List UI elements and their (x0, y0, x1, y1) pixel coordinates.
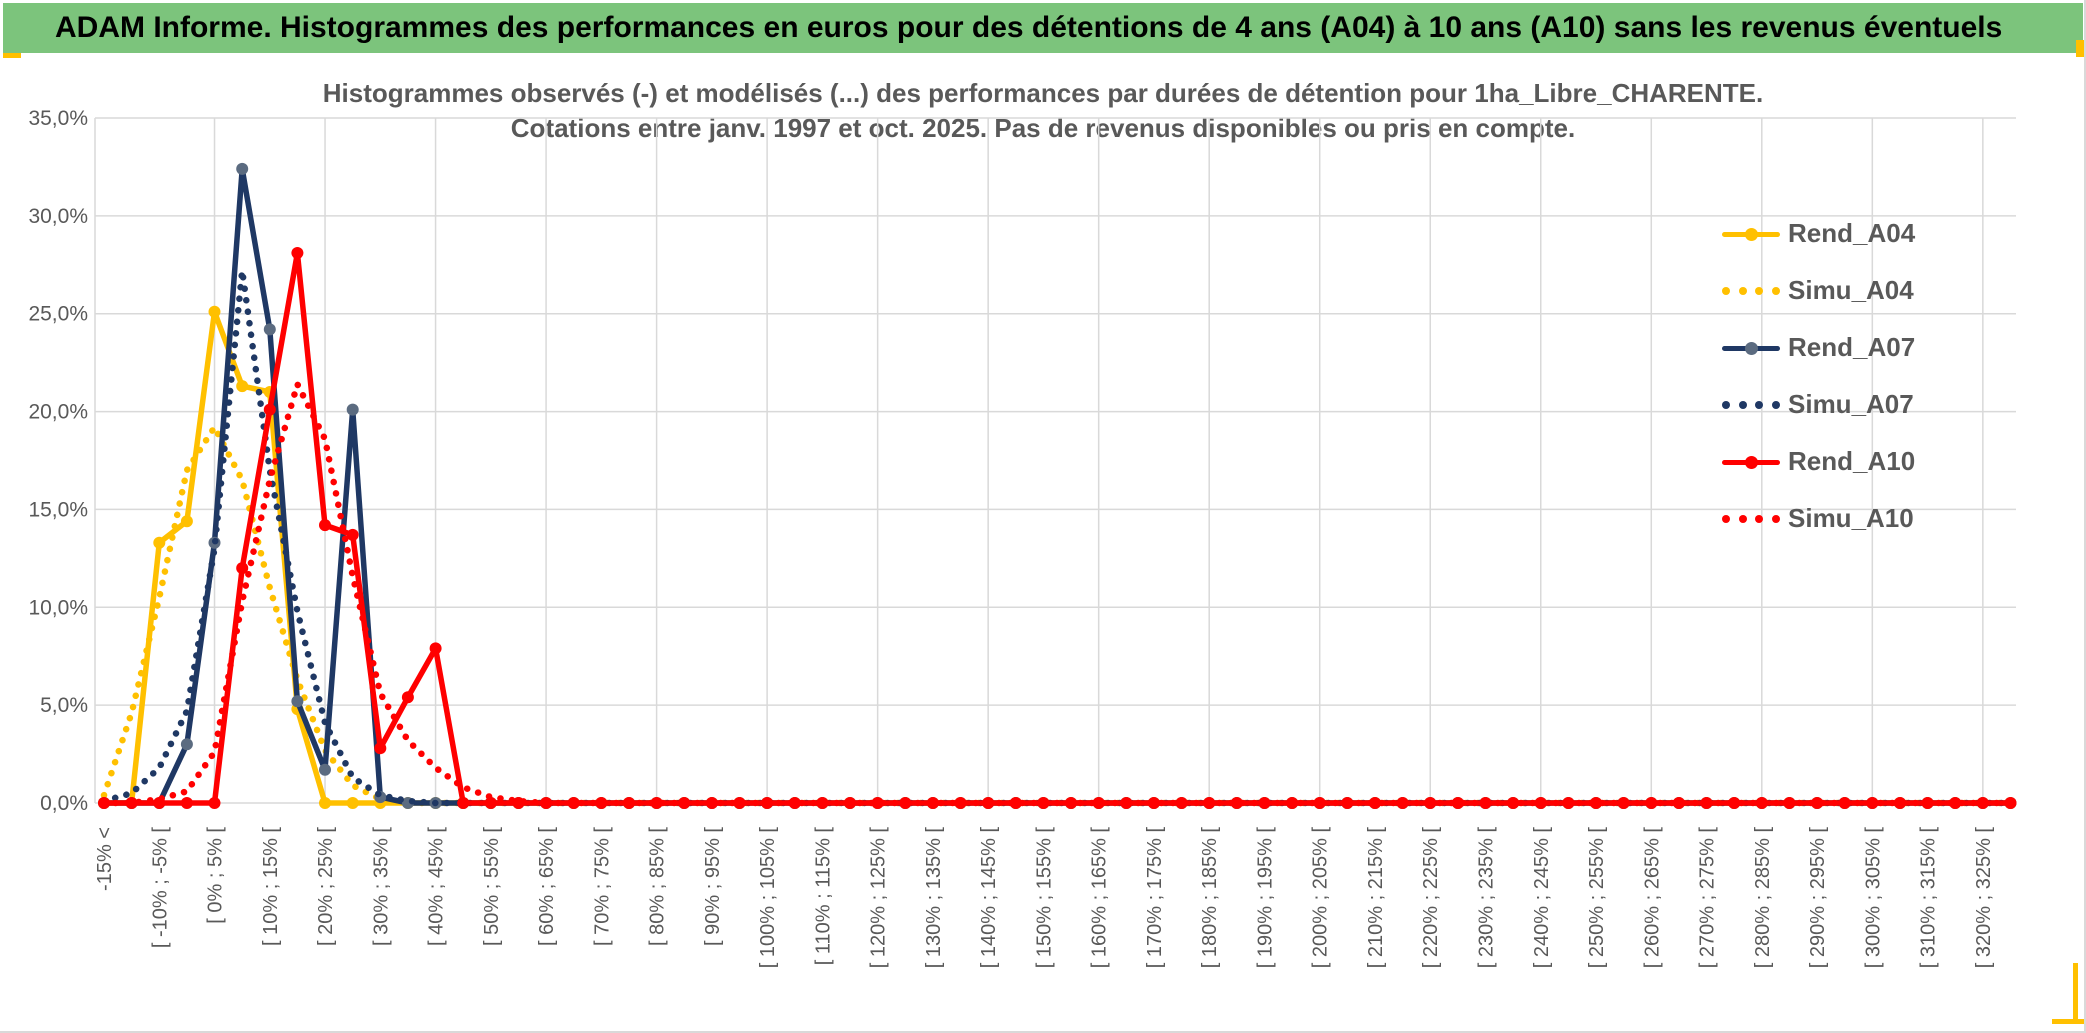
x-tick-label: [ 280% ; 285% [ (1752, 827, 1774, 969)
x-tick-label: [ 180% ; 185% [ (1199, 827, 1221, 969)
header-title: ADAM Informe. Histogrammes des performan… (55, 11, 2003, 44)
legend-dotted-line-icon (1722, 398, 1780, 412)
x-tick-label: [ 210% ; 215% [ (1365, 827, 1387, 969)
y-axis-labels: 0,0% 5,0% 10,0% 15,0% 20,0% 25,0% 30,0% 35,0% (28, 107, 88, 815)
x-tick-label: [ 310% ; 315% [ (1918, 827, 1940, 969)
chart-legend: Rend_A04 Simu_A04 Rend_A07 Simu_A07 Rend_A10… (1722, 205, 2022, 547)
x-tick-label: [ 30% ; 35% [ (370, 827, 392, 946)
x-tick-label: [ 190% ; 195% [ (1254, 827, 1276, 969)
orange-accent-top-right (2076, 40, 2084, 57)
x-tick-label: [ 170% ; 175% [ (1144, 827, 1166, 969)
x-tick-label: [ 0% ; 5% [ (205, 827, 227, 924)
x-tick-label: [ 20% ; 25% [ (315, 827, 337, 946)
x-tick-label: [ -10% ; -5% [ (149, 827, 171, 949)
x-tick-label: [ 60% ; 65% [ (536, 827, 558, 946)
legend-item-Simu_A07[interactable]: Simu_A07 (1722, 376, 2022, 433)
y-tick-label: 35,0% (28, 107, 88, 130)
x-tick-label: [ 240% ; 245% [ (1531, 827, 1553, 969)
x-tick-label: [ 300% ; 305% [ (1862, 827, 1884, 969)
x-tick-label: [ 320% ; 325% [ (1973, 827, 1995, 969)
legend-solid-line-icon (1722, 341, 1780, 355)
y-tick-label: 0,0% (40, 792, 88, 815)
x-tick-label: [ 290% ; 295% [ (1807, 827, 1829, 969)
x-tick-label: [ 220% ; 225% [ (1420, 827, 1442, 969)
x-tick-label: -15% < (94, 827, 116, 891)
x-tick-label: [ 110% ; 115% [ (812, 827, 834, 966)
orange-accent-bottom-right-horizontal (2052, 1019, 2084, 1024)
x-tick-label: [ 270% ; 275% [ (1697, 827, 1719, 969)
legend-solid-line-icon (1722, 455, 1780, 469)
y-tick-label: 20,0% (28, 401, 88, 424)
x-axis-labels: -15% < [ -10% ; -5% [ [ 0% ; 5% [ [ 10% ; 1… (94, 827, 1995, 969)
x-tick-label: [ 260% ; 265% [ (1641, 827, 1663, 969)
x-tick-label: [ 50% ; 55% [ (481, 827, 503, 946)
x-tick-label: [ 80% ; 85% [ (647, 827, 669, 946)
series-Simu_A07 (100, 267, 2014, 807)
y-tick-label: 25,0% (28, 303, 88, 326)
series-Simu_A10 (100, 380, 2014, 807)
x-tick-label: [ 100% ; 105% [ (757, 827, 779, 969)
legend-label: Simu_A04 (1788, 275, 1914, 305)
x-tick-label: [ 230% ; 235% [ (1476, 827, 1498, 969)
orange-accent-top-left (3, 53, 21, 58)
header-banner: ADAM Informe. Histogrammes des performan… (3, 3, 2083, 53)
legend-label: Simu_A10 (1788, 503, 1914, 533)
legend-item-Rend_A07[interactable]: Rend_A07 (1722, 319, 2022, 376)
x-tick-label: [ 130% ; 135% [ (923, 827, 945, 969)
y-tick-label: 30,0% (28, 205, 88, 228)
legend-label: Rend_A10 (1788, 446, 1916, 476)
legend-label: Rend_A07 (1788, 332, 1916, 362)
x-tick-label: [ 150% ; 155% [ (1033, 827, 1055, 969)
x-tick-label: [ 90% ; 95% [ (702, 827, 724, 946)
legend-solid-line-icon (1722, 227, 1780, 241)
x-tick-label: [ 10% ; 15% [ (260, 827, 282, 946)
legend-dotted-line-icon (1722, 284, 1780, 298)
x-tick-label: [ 160% ; 165% [ (1089, 827, 1111, 969)
x-tick-label: [ 250% ; 255% [ (1586, 827, 1608, 969)
chart-title-line1: Histogrammes observés (-) et modélisés (… (322, 78, 1764, 108)
legend-item-Rend_A04[interactable]: Rend_A04 (1722, 205, 2022, 262)
legend-dotted-line-icon (1722, 512, 1780, 526)
x-tick-label: [ 70% ; 75% [ (591, 827, 613, 946)
x-tick-label: [ 200% ; 205% [ (1310, 827, 1332, 969)
legend-item-Rend_A10[interactable]: Rend_A10 (1722, 433, 2022, 490)
legend-label: Simu_A07 (1788, 389, 1914, 419)
x-tick-label: [ 140% ; 145% [ (978, 827, 1000, 969)
y-tick-label: 15,0% (28, 498, 88, 521)
y-tick-label: 10,0% (28, 596, 88, 619)
y-tick-label: 5,0% (40, 694, 88, 717)
legend-item-Simu_A04[interactable]: Simu_A04 (1722, 262, 2022, 319)
legend-label: Rend_A04 (1788, 218, 1916, 248)
legend-item-Simu_A10[interactable]: Simu_A10 (1722, 490, 2022, 547)
x-tick-label: [ 120% ; 125% [ (868, 827, 890, 969)
x-tick-label: [ 40% ; 45% [ (426, 827, 448, 946)
orange-accent-bottom-right-vertical (2073, 963, 2078, 1023)
